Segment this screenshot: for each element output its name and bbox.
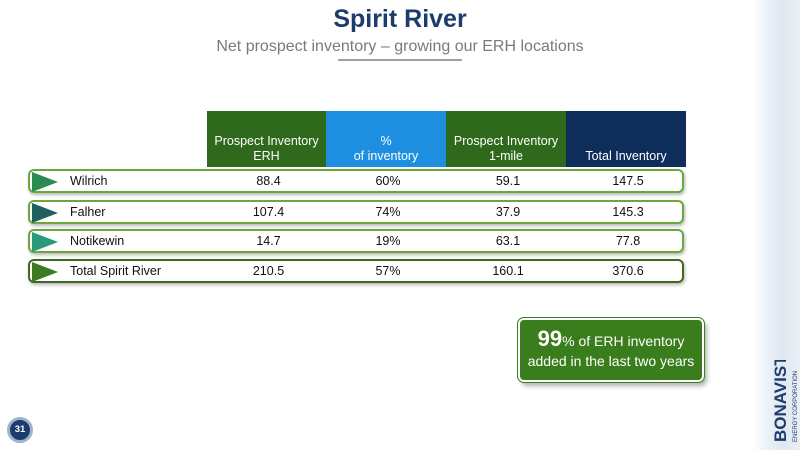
callout-text-1: % of ERH inventory bbox=[562, 333, 685, 349]
bonavista-logo: BONAVISTA ENERGY CORPORATION bbox=[771, 360, 799, 442]
cell-total: 77.8 bbox=[615, 234, 641, 248]
row-label: Total Spirit River bbox=[70, 264, 161, 278]
cell-percent: 57% bbox=[375, 264, 401, 278]
right-decorative-band bbox=[754, 0, 800, 450]
column-header-percent-inventory: % of inventory bbox=[326, 111, 446, 167]
row-label: Wilrich bbox=[70, 174, 108, 188]
column-header-prospect-erh: Prospect Inventory ERH bbox=[207, 111, 326, 167]
cell-erh: 88.4 bbox=[256, 174, 281, 188]
row-arrow-icon bbox=[32, 262, 58, 282]
cell-1-mile: 59.1 bbox=[495, 174, 521, 188]
row-label: Notikewin bbox=[70, 234, 125, 248]
table-row-wilrich: Wilrich 88.4 60% 59.1 147.5 bbox=[28, 169, 684, 193]
subtitle-underline bbox=[338, 59, 462, 61]
column-header-label: % of inventory bbox=[353, 134, 419, 163]
table-row-falher: Falher 107.4 74% 37.9 145.3 bbox=[28, 200, 684, 224]
cell-erh: 107.4 bbox=[252, 205, 285, 219]
cell-total: 370.6 bbox=[612, 264, 644, 278]
table-row-notikewin: Notikewin 14.7 19% 63.1 77.8 bbox=[28, 229, 684, 253]
cell-1-mile: 63.1 bbox=[495, 234, 521, 248]
column-header-label: Total Inventory bbox=[585, 149, 667, 163]
cell-total: 147.5 bbox=[612, 174, 644, 188]
logo-name: BONAVISTA bbox=[771, 360, 790, 442]
callout-line-1: 99% of ERH inventory bbox=[520, 326, 702, 352]
cell-1-mile: 160.1 bbox=[492, 264, 524, 278]
row-arrow-icon bbox=[32, 203, 58, 223]
cell-erh: 210.5 bbox=[252, 264, 285, 278]
column-header-label: Prospect Inventory ERH bbox=[214, 134, 319, 163]
cell-erh: 14.7 bbox=[256, 234, 281, 248]
cell-1-mile: 37.9 bbox=[495, 205, 521, 219]
logo-subtitle: ENERGY CORPORATION bbox=[793, 371, 799, 442]
column-header-total-inventory: Total Inventory bbox=[566, 111, 686, 167]
callout-highlight-number: 99 bbox=[537, 326, 563, 351]
cell-percent: 19% bbox=[375, 234, 401, 248]
row-arrow-icon bbox=[32, 232, 58, 252]
row-label: Falher bbox=[70, 205, 106, 219]
page-title: Spirit River bbox=[333, 5, 467, 33]
column-header-label: Prospect Inventory 1-mile bbox=[453, 134, 559, 163]
cell-total: 145.3 bbox=[612, 205, 644, 219]
row-arrow-icon bbox=[32, 172, 58, 192]
page-number-badge: 31 bbox=[7, 417, 33, 443]
cell-percent: 74% bbox=[375, 205, 401, 219]
cell-percent: 60% bbox=[375, 174, 401, 188]
page-subtitle: Net prospect inventory – growing our ERH… bbox=[216, 38, 584, 55]
column-header-prospect-1-mile: Prospect Inventory 1-mile bbox=[446, 111, 566, 167]
table-row-total: Total Spirit River 210.5 57% 160.1 370.6 bbox=[28, 259, 684, 283]
erh-inventory-callout: 99% of ERH inventory added in the last t… bbox=[517, 317, 705, 383]
callout-line-2: added in the last two years bbox=[527, 353, 695, 369]
